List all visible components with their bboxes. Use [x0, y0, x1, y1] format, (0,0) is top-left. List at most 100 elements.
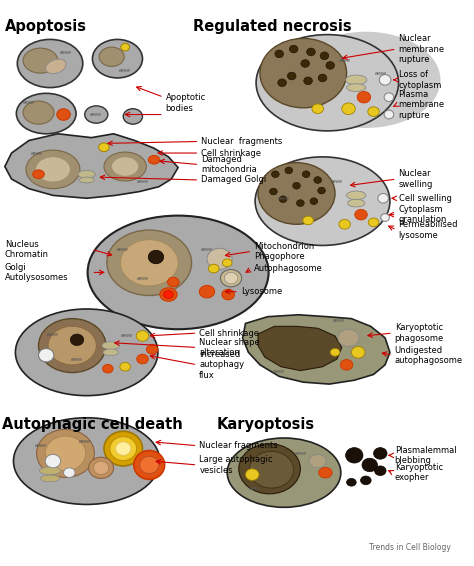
Ellipse shape — [309, 454, 327, 468]
Ellipse shape — [99, 47, 124, 66]
Ellipse shape — [384, 93, 394, 101]
Ellipse shape — [102, 365, 113, 373]
Ellipse shape — [368, 218, 379, 226]
PathPatch shape — [5, 134, 178, 198]
Ellipse shape — [46, 59, 66, 74]
Ellipse shape — [278, 79, 286, 87]
Text: Plasma
membrane
rupture: Plasma membrane rupture — [399, 90, 445, 120]
Ellipse shape — [107, 230, 191, 295]
Text: eeee: eeee — [374, 71, 386, 76]
Ellipse shape — [220, 269, 242, 287]
Text: Large autophagic
vesicles: Large autophagic vesicles — [199, 455, 273, 475]
Ellipse shape — [93, 461, 109, 474]
Text: eeee: eeee — [31, 151, 43, 156]
Ellipse shape — [209, 264, 219, 273]
Ellipse shape — [26, 150, 80, 188]
Ellipse shape — [312, 104, 323, 114]
Ellipse shape — [222, 259, 232, 267]
Ellipse shape — [17, 93, 76, 134]
Text: Lysosome: Lysosome — [241, 287, 282, 296]
Text: Cell shrinkage: Cell shrinkage — [199, 328, 259, 337]
Text: Karyoptosis: Karyoptosis — [217, 417, 315, 432]
Ellipse shape — [38, 319, 106, 372]
Text: Karyoptotic
phagosome: Karyoptotic phagosome — [395, 323, 444, 343]
Ellipse shape — [289, 45, 298, 53]
Text: Plasmalemmal
blebbing: Plasmalemmal blebbing — [395, 445, 456, 465]
Text: eeee: eeee — [59, 50, 72, 55]
Text: eeee: eeee — [331, 179, 343, 185]
Ellipse shape — [148, 250, 164, 264]
Ellipse shape — [64, 468, 75, 478]
Ellipse shape — [134, 451, 164, 479]
Ellipse shape — [45, 436, 86, 471]
Ellipse shape — [137, 354, 148, 364]
Ellipse shape — [346, 448, 363, 463]
Ellipse shape — [23, 48, 58, 73]
Ellipse shape — [255, 157, 390, 246]
Ellipse shape — [99, 143, 109, 152]
Text: eeee: eeee — [273, 369, 285, 374]
Text: Autophagosome: Autophagosome — [254, 264, 323, 273]
Ellipse shape — [346, 75, 367, 85]
Ellipse shape — [116, 442, 131, 455]
Text: Loss of
cytoplasm: Loss of cytoplasm — [399, 70, 442, 89]
Ellipse shape — [270, 188, 277, 195]
Ellipse shape — [256, 35, 399, 131]
Ellipse shape — [222, 289, 235, 300]
Ellipse shape — [246, 469, 259, 481]
Ellipse shape — [301, 59, 310, 67]
Ellipse shape — [140, 456, 159, 474]
Text: eeee: eeee — [121, 333, 133, 338]
Text: Nucleus
Chromatin: Nucleus Chromatin — [5, 239, 49, 259]
Ellipse shape — [120, 362, 130, 371]
PathPatch shape — [258, 327, 342, 371]
Ellipse shape — [285, 167, 292, 174]
Text: eeee: eeee — [333, 318, 345, 323]
Text: eeee: eeee — [90, 112, 102, 117]
Text: eeee: eeee — [294, 451, 306, 456]
Text: Permeabilised
lysosome: Permeabilised lysosome — [399, 220, 458, 240]
Text: eeee: eeee — [23, 101, 35, 105]
Text: Nuclear
membrane
rupture: Nuclear membrane rupture — [399, 34, 445, 64]
Ellipse shape — [340, 359, 353, 370]
Ellipse shape — [339, 220, 350, 229]
Ellipse shape — [307, 48, 315, 56]
Ellipse shape — [224, 272, 238, 284]
Text: Autophagic cell death: Autophagic cell death — [2, 417, 182, 432]
Ellipse shape — [33, 170, 44, 178]
Text: Undigested
autophagosome: Undigested autophagosome — [395, 345, 463, 365]
Ellipse shape — [379, 75, 391, 85]
Ellipse shape — [318, 187, 326, 194]
Ellipse shape — [207, 248, 232, 269]
Ellipse shape — [136, 331, 149, 341]
Ellipse shape — [38, 349, 54, 362]
Ellipse shape — [302, 171, 310, 178]
Ellipse shape — [351, 346, 365, 358]
Ellipse shape — [121, 43, 129, 51]
Ellipse shape — [314, 177, 321, 183]
Ellipse shape — [123, 109, 143, 124]
Ellipse shape — [148, 156, 160, 164]
Text: eeee: eeee — [117, 247, 129, 252]
Ellipse shape — [249, 452, 293, 488]
Text: Nuclear
swelling: Nuclear swelling — [399, 169, 433, 188]
Ellipse shape — [57, 109, 70, 121]
Ellipse shape — [381, 214, 390, 221]
Ellipse shape — [85, 106, 108, 123]
Ellipse shape — [318, 74, 327, 82]
Ellipse shape — [384, 110, 394, 119]
Ellipse shape — [227, 438, 341, 507]
Text: Cell swelling: Cell swelling — [399, 194, 451, 203]
Text: eeee: eeee — [71, 357, 83, 362]
Ellipse shape — [13, 418, 160, 504]
Text: Regulated necrosis: Regulated necrosis — [192, 19, 351, 35]
Ellipse shape — [374, 448, 387, 459]
Text: eeee: eeee — [201, 247, 213, 252]
PathPatch shape — [243, 315, 390, 384]
Ellipse shape — [48, 327, 96, 365]
Text: Mitochondrion
Phagophore: Mitochondrion Phagophore — [254, 242, 314, 261]
Text: Golgi
Autolysosomes: Golgi Autolysosomes — [5, 263, 68, 282]
Ellipse shape — [146, 345, 158, 354]
Text: Apoptotic
bodies: Apoptotic bodies — [165, 93, 206, 113]
Ellipse shape — [23, 101, 54, 124]
